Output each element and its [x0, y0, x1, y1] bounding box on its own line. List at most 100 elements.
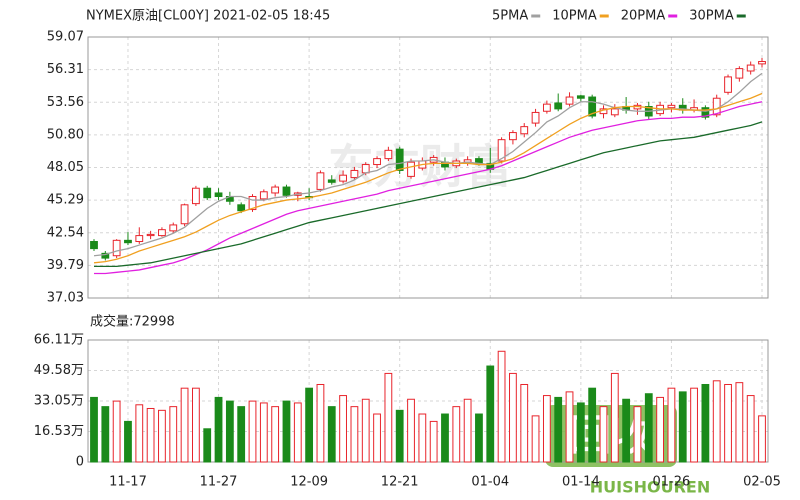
- candle-body: [327, 179, 336, 183]
- volume-bar: [395, 409, 404, 463]
- y-tick-label: 56.31: [47, 62, 84, 77]
- volume-bar: [667, 387, 676, 463]
- volume-bar: [339, 395, 347, 463]
- volume-bar: [169, 406, 178, 463]
- y-tick-label: 49.58万: [34, 363, 84, 378]
- y-tick-label: 59.07: [47, 30, 84, 45]
- candle-body: [271, 186, 280, 194]
- ma-line: [93, 92, 763, 264]
- volume-bar: [373, 413, 381, 463]
- volume-bar: [622, 398, 631, 463]
- candle-body: [124, 239, 132, 244]
- candle-body: [373, 158, 381, 166]
- volume-bar: [746, 395, 755, 463]
- volume-title: 成交量:72998: [90, 314, 175, 330]
- candle-body: [282, 186, 291, 196]
- volume-bar: [475, 413, 483, 463]
- candle-body: [554, 102, 563, 110]
- candle-body: [497, 139, 506, 162]
- ma-line: [94, 101, 763, 275]
- volume-bar: [316, 383, 325, 463]
- x-tick-label: 01-26: [653, 475, 691, 490]
- y-tick-label: 50.80: [47, 127, 84, 142]
- volume-bar: [599, 406, 608, 463]
- volume-bar: [112, 400, 121, 463]
- candle-body: [384, 149, 393, 160]
- volume-bar: [192, 387, 200, 463]
- x-tick-label: 01-04: [471, 475, 509, 490]
- y-tick-label: 16.53万: [34, 424, 84, 439]
- candle-body: [361, 164, 370, 174]
- volume-bar: [678, 391, 687, 463]
- legend-label: 10PMA: [552, 9, 597, 24]
- y-tick-label: 45.29: [47, 193, 84, 208]
- volume-bar: [554, 396, 563, 463]
- y-tick-label: 33.05万: [34, 394, 84, 409]
- candle-body: [542, 103, 551, 112]
- candle-body: [237, 204, 246, 212]
- volume-bar: [463, 398, 472, 463]
- candle-body: [112, 239, 121, 257]
- plot-frame: [87, 339, 769, 463]
- candle-body: [259, 191, 268, 200]
- volume-bar: [644, 393, 653, 463]
- chart-title: NYMEX原油[CL00Y] 2021-02-05 18:45: [86, 9, 330, 24]
- ma-line: [93, 72, 763, 257]
- volume-bar: [452, 406, 461, 463]
- volume-bar: [350, 406, 359, 463]
- x-tick-label: 01-14: [562, 475, 600, 490]
- volume-bar: [124, 420, 132, 463]
- volume-bar: [441, 413, 449, 463]
- candle-body: [724, 76, 732, 93]
- volume-bar: [712, 380, 721, 463]
- volume-bar: [158, 409, 166, 463]
- volume-bar: [259, 402, 268, 463]
- volume-bar: [758, 415, 766, 463]
- volume-bar: [542, 395, 551, 463]
- candle-body: [214, 192, 223, 198]
- volume-bar: [135, 404, 144, 463]
- volume-bar: [576, 402, 585, 463]
- candle-body: [509, 132, 517, 141]
- candle-body: [180, 204, 189, 225]
- y-tick-label: 39.79: [47, 258, 84, 273]
- candle-body: [667, 104, 676, 109]
- x-tick-label: 12-09: [290, 475, 328, 490]
- y-tick-label: 0: [76, 455, 84, 470]
- x-tick-label: 02-05: [743, 475, 781, 490]
- volume-bar: [701, 383, 710, 463]
- candle-body: [169, 224, 178, 232]
- volume-bar: [531, 415, 540, 463]
- volume-bar: [90, 396, 98, 463]
- volume-bar: [225, 400, 234, 463]
- candle-body: [588, 96, 597, 117]
- candle-body: [135, 235, 144, 243]
- ma-line: [94, 121, 763, 268]
- volume-bar: [497, 350, 506, 463]
- volume-bar: [690, 387, 698, 463]
- candle-body: [339, 174, 347, 182]
- y-tick-label: 53.56: [47, 95, 84, 110]
- volume-bar: [237, 406, 246, 463]
- x-tick-label: 11-17: [109, 475, 147, 490]
- volume-bar: [520, 383, 529, 463]
- volume-bar: [384, 372, 393, 463]
- volume-bar: [486, 365, 495, 463]
- volume-bar: [327, 406, 336, 463]
- candle-body: [158, 229, 166, 237]
- volume-bar: [610, 372, 619, 463]
- volume-bar: [418, 413, 427, 463]
- volume-bar: [271, 406, 280, 463]
- volume-bar: [180, 387, 189, 463]
- volume-bar: [214, 396, 223, 463]
- volume-bar: [735, 382, 744, 463]
- y-tick-label: 48.05: [47, 160, 84, 175]
- volume-bar: [282, 400, 291, 463]
- candle-body: [610, 108, 619, 116]
- candle-body: [746, 64, 755, 72]
- volume-bar: [509, 372, 517, 463]
- candle-body: [248, 196, 257, 211]
- y-tick-label: 42.54: [47, 225, 84, 240]
